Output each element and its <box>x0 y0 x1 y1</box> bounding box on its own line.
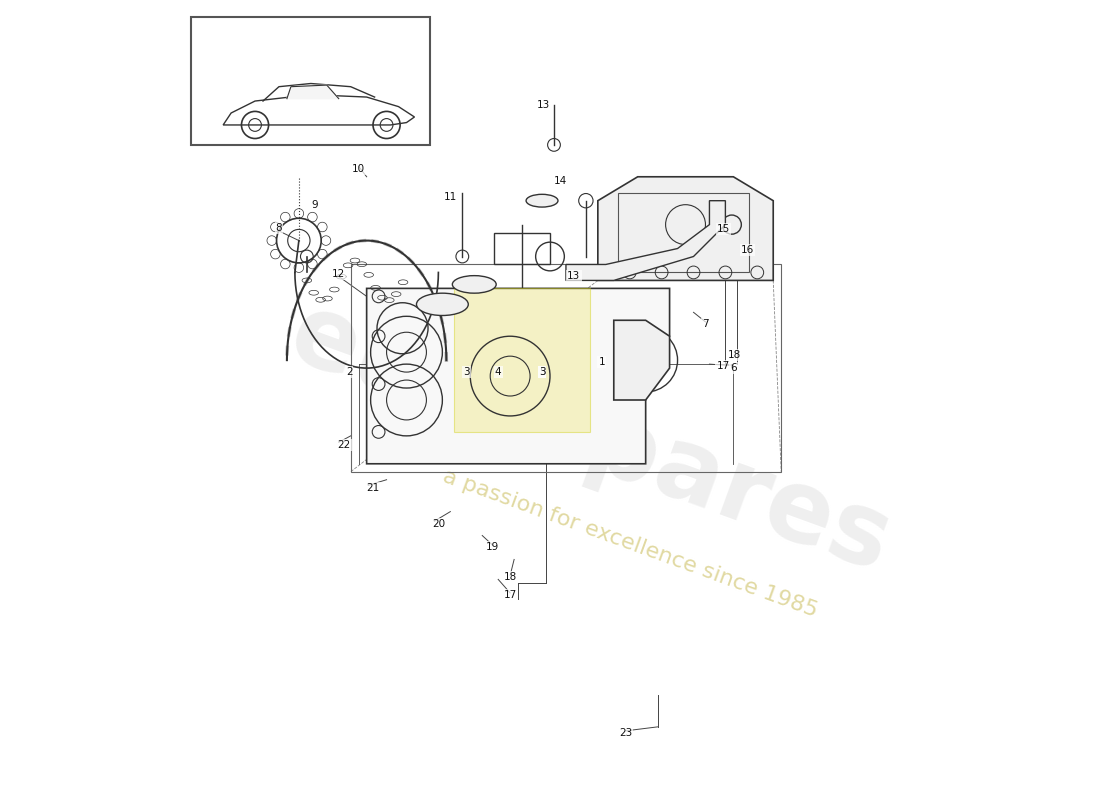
Ellipse shape <box>526 194 558 207</box>
Text: 18: 18 <box>727 350 740 359</box>
Bar <box>618 193 749 273</box>
Text: 3: 3 <box>463 367 470 377</box>
Polygon shape <box>597 177 773 281</box>
Text: 13: 13 <box>568 271 581 282</box>
Text: 19: 19 <box>486 542 499 553</box>
Text: a passion for excellence since 1985: a passion for excellence since 1985 <box>440 466 820 621</box>
Text: 4: 4 <box>495 367 502 377</box>
Bar <box>351 265 781 472</box>
Bar <box>191 18 430 145</box>
Bar <box>494 233 550 265</box>
Text: 5: 5 <box>539 367 546 377</box>
Text: 20: 20 <box>432 518 446 529</box>
Text: 23: 23 <box>619 728 632 738</box>
Text: 12: 12 <box>332 269 345 279</box>
Text: 3: 3 <box>539 367 546 377</box>
Text: 9: 9 <box>311 200 318 210</box>
Text: 6: 6 <box>730 363 737 373</box>
Text: 10: 10 <box>352 164 365 174</box>
Polygon shape <box>366 288 670 464</box>
Polygon shape <box>454 288 590 432</box>
Text: 2: 2 <box>345 367 352 377</box>
Text: 22: 22 <box>338 441 351 450</box>
Polygon shape <box>565 201 725 281</box>
Text: 13: 13 <box>537 100 550 110</box>
Text: 14: 14 <box>553 176 566 186</box>
Text: 17: 17 <box>504 590 517 600</box>
Text: eurospares: eurospares <box>276 286 903 594</box>
Ellipse shape <box>452 276 496 293</box>
Polygon shape <box>287 85 339 98</box>
Text: 7: 7 <box>702 319 708 330</box>
Polygon shape <box>614 320 670 400</box>
Text: 18: 18 <box>504 572 517 582</box>
Text: 1: 1 <box>598 357 605 366</box>
Text: 16: 16 <box>741 245 755 255</box>
Text: 21: 21 <box>366 482 379 493</box>
Text: 11: 11 <box>443 192 456 202</box>
Text: 15: 15 <box>717 223 730 234</box>
Text: 8: 8 <box>276 223 283 233</box>
Ellipse shape <box>417 293 469 315</box>
Text: 17: 17 <box>716 361 729 370</box>
